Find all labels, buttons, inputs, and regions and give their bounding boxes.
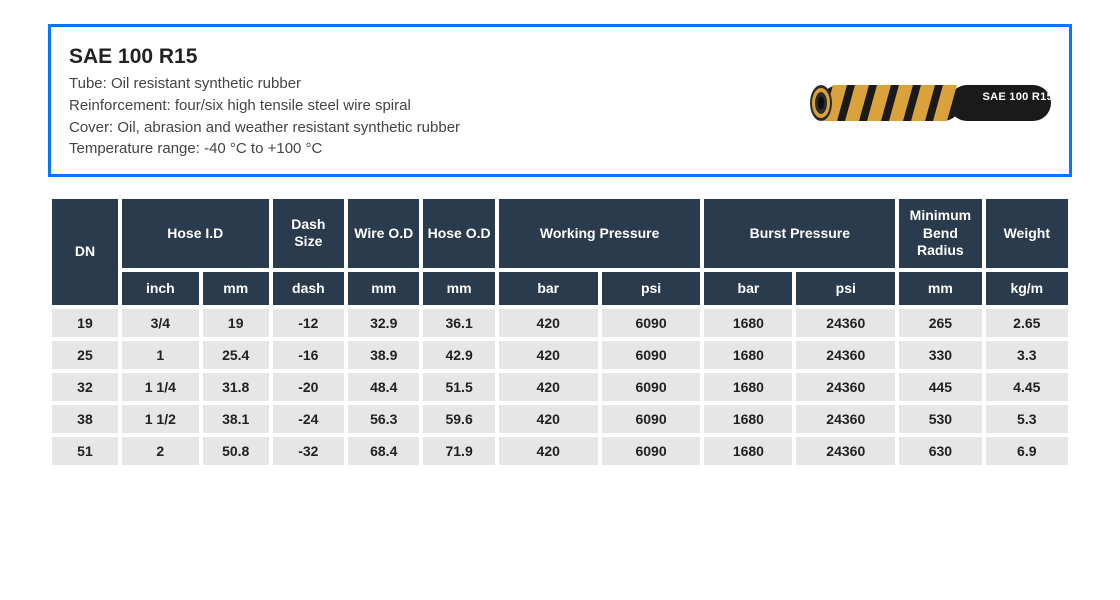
table-row: 381 1/238.1-2456.359.6420609016802436053…: [52, 405, 1068, 433]
cell-weight: 4.45: [986, 373, 1068, 401]
cell-bp_psi: 24360: [796, 341, 895, 369]
th-unit-weight: kg/m: [986, 272, 1068, 306]
cell-weight: 2.65: [986, 309, 1068, 337]
reinforcement-line: Reinforcement: four/six high tensile ste…: [69, 95, 460, 117]
th-unit-wire-mm: mm: [348, 272, 419, 306]
cell-bp_psi: 24360: [796, 405, 895, 433]
cell-mm: 19: [203, 309, 269, 337]
table-row: 25125.4-1638.942.942060901680243603303.3: [52, 341, 1068, 369]
cell-bp_bar: 1680: [704, 405, 792, 433]
cell-weight: 3.3: [986, 341, 1068, 369]
cell-wp_psi: 6090: [602, 373, 701, 401]
cell-mm: 25.4: [203, 341, 269, 369]
cell-wire_od: 32.9: [348, 309, 419, 337]
cell-weight: 6.9: [986, 437, 1068, 465]
cell-inch: 3/4: [122, 309, 199, 337]
cell-dash: -12: [273, 309, 344, 337]
th-hose-od: Hose O.D: [423, 199, 494, 268]
hose-illustration: SAE 100 R15: [791, 75, 1051, 131]
th-wire-od: Wire O.D: [348, 199, 419, 268]
cell-dash: -20: [273, 373, 344, 401]
cell-mm: 38.1: [203, 405, 269, 433]
spec-table: DN Hose I.D Dash Size Wire O.D Hose O.D …: [48, 195, 1072, 469]
cell-inch: 1 1/2: [122, 405, 199, 433]
th-unit-hose-mm: mm: [423, 272, 494, 306]
cell-wire_od: 56.3: [348, 405, 419, 433]
cover-line: Cover: Oil, abrasion and weather resista…: [69, 117, 460, 139]
hose-image-label: SAE 100 R15: [982, 91, 1053, 103]
cell-dash: -16: [273, 341, 344, 369]
cell-bp_bar: 1680: [704, 437, 792, 465]
cell-inch: 2: [122, 437, 199, 465]
th-dn: DN: [52, 199, 118, 305]
cell-dn: 19: [52, 309, 118, 337]
cell-dn: 38: [52, 405, 118, 433]
th-hose-id: Hose I.D: [122, 199, 269, 268]
cell-bp_bar: 1680: [704, 341, 792, 369]
cell-wp_psi: 6090: [602, 405, 701, 433]
cell-hose_od: 71.9: [423, 437, 494, 465]
cell-wire_od: 68.4: [348, 437, 419, 465]
cell-wp_psi: 6090: [602, 341, 701, 369]
cell-bp_bar: 1680: [704, 373, 792, 401]
cell-dash: -32: [273, 437, 344, 465]
th-unit-mbr-mm: mm: [899, 272, 981, 306]
cell-wp_bar: 420: [499, 309, 598, 337]
table-body: 193/419-1232.936.142060901680243602652.6…: [52, 309, 1068, 465]
cell-weight: 5.3: [986, 405, 1068, 433]
cell-wp_bar: 420: [499, 341, 598, 369]
th-unit-bp-bar: bar: [704, 272, 792, 306]
cell-dash: -24: [273, 405, 344, 433]
cell-mbr: 265: [899, 309, 981, 337]
cell-mm: 50.8: [203, 437, 269, 465]
cell-mbr: 445: [899, 373, 981, 401]
th-weight: Weight: [986, 199, 1068, 268]
cell-mbr: 330: [899, 341, 981, 369]
cell-wp_psi: 6090: [602, 309, 701, 337]
th-unit-dash: dash: [273, 272, 344, 306]
cell-bp_psi: 24360: [796, 309, 895, 337]
tube-line: Tube: Oil resistant synthetic rubber: [69, 73, 460, 95]
th-burst-pressure: Burst Pressure: [704, 199, 895, 268]
cell-hose_od: 36.1: [423, 309, 494, 337]
cell-hose_od: 42.9: [423, 341, 494, 369]
table-head: DN Hose I.D Dash Size Wire O.D Hose O.D …: [52, 199, 1068, 305]
cell-mm: 31.8: [203, 373, 269, 401]
cell-wire_od: 48.4: [348, 373, 419, 401]
cell-hose_od: 59.6: [423, 405, 494, 433]
cell-wp_bar: 420: [499, 373, 598, 401]
th-unit-wp-psi: psi: [602, 272, 701, 306]
th-unit-wp-bar: bar: [499, 272, 598, 306]
th-min-bend-radius: Minimum Bend Radius: [899, 199, 981, 268]
cell-hose_od: 51.5: [423, 373, 494, 401]
cell-mbr: 630: [899, 437, 981, 465]
table-row: 321 1/431.8-2048.451.5420609016802436044…: [52, 373, 1068, 401]
cell-wp_bar: 420: [499, 437, 598, 465]
table-row: 193/419-1232.936.142060901680243602652.6…: [52, 309, 1068, 337]
header-row-1: DN Hose I.D Dash Size Wire O.D Hose O.D …: [52, 199, 1068, 268]
cell-inch: 1 1/4: [122, 373, 199, 401]
cell-bp_bar: 1680: [704, 309, 792, 337]
product-title: SAE 100 R15: [69, 45, 460, 69]
info-text-block: SAE 100 R15 Tube: Oil resistant syntheti…: [69, 45, 460, 160]
temperature-line: Temperature range: -40 °C to +100 °C: [69, 138, 460, 160]
cell-wire_od: 38.9: [348, 341, 419, 369]
cell-inch: 1: [122, 341, 199, 369]
th-unit-inch: inch: [122, 272, 199, 306]
th-working-pressure: Working Pressure: [499, 199, 701, 268]
header-row-2: inch mm dash mm mm bar psi bar psi mm kg…: [52, 272, 1068, 306]
th-unit-bp-psi: psi: [796, 272, 895, 306]
cell-wp_psi: 6090: [602, 437, 701, 465]
cell-wp_bar: 420: [499, 405, 598, 433]
th-dash: Dash Size: [273, 199, 344, 268]
cell-dn: 25: [52, 341, 118, 369]
cell-bp_psi: 24360: [796, 437, 895, 465]
cell-mbr: 530: [899, 405, 981, 433]
cell-bp_psi: 24360: [796, 373, 895, 401]
table-row: 51250.8-3268.471.942060901680243606306.9: [52, 437, 1068, 465]
cell-dn: 32: [52, 373, 118, 401]
info-panel: SAE 100 R15 Tube: Oil resistant syntheti…: [48, 24, 1072, 177]
cell-dn: 51: [52, 437, 118, 465]
th-unit-mm: mm: [203, 272, 269, 306]
